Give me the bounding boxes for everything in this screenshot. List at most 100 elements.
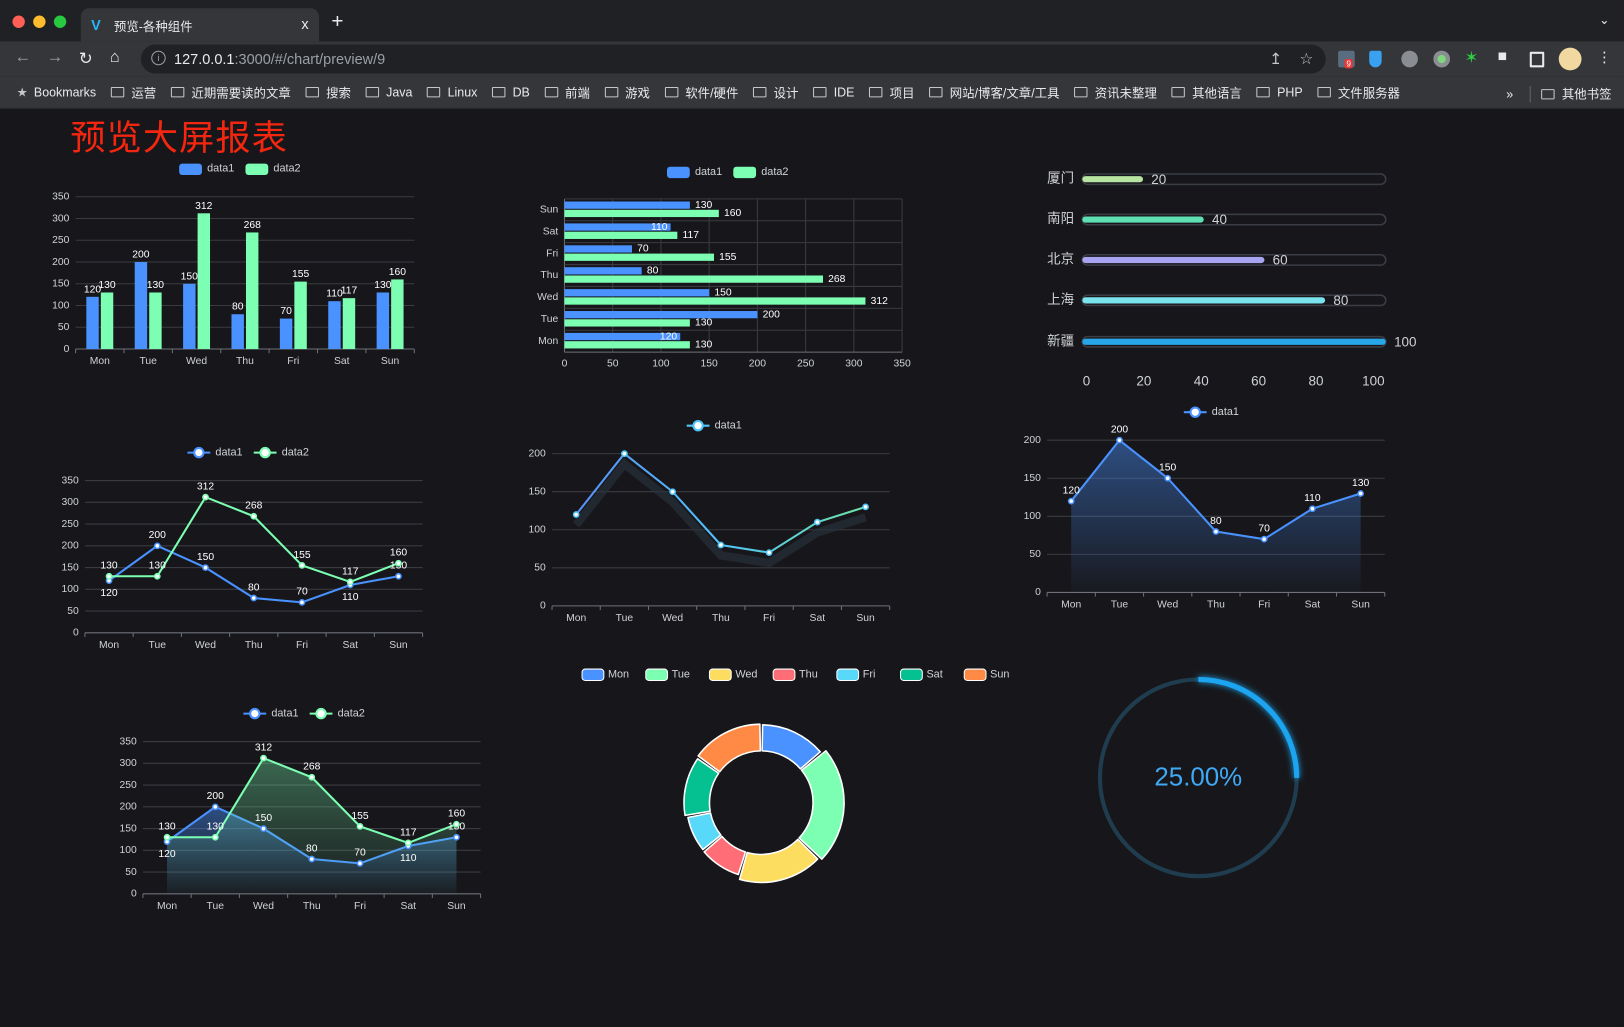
bookmark-folder[interactable]: 网站/博客/文章/工具	[929, 83, 1060, 101]
pie-slice-Tue[interactable]	[798, 750, 845, 860]
bar-data2[interactable]	[564, 297, 866, 305]
other-bookmarks[interactable]: 其他书签	[1561, 86, 1612, 102]
site-info-icon[interactable]: i	[151, 50, 166, 66]
data-point[interactable]	[250, 594, 258, 602]
legend-item-data1[interactable]: data1	[179, 163, 234, 176]
data-point[interactable]	[813, 518, 821, 526]
puzzle-extensions-icon[interactable]: ■	[1497, 47, 1508, 66]
bookmark-folder[interactable]: IDE	[812, 83, 854, 101]
bookmark-folder[interactable]: 其他语言	[1171, 83, 1242, 101]
bookmark-folder[interactable]: 文件服务器	[1317, 83, 1400, 101]
address-bar[interactable]: i 127.0.0.1:3000/#/chart/preview/9 ↥ ☆	[140, 44, 1326, 74]
star-extension-icon[interactable]: ✶	[1464, 49, 1479, 68]
legend-item-Sun[interactable]: Sun	[963, 668, 1009, 681]
legend-item-Thu[interactable]: Thu	[772, 668, 818, 681]
bookmark-folder[interactable]: 近期需要读的文章	[170, 83, 291, 101]
bar-data1[interactable]	[564, 201, 690, 209]
bar-data2[interactable]	[564, 253, 714, 261]
legend-item-data1[interactable]: data1	[1183, 406, 1239, 418]
bar-data2[interactable]	[294, 281, 307, 350]
data-point[interactable]	[211, 803, 219, 811]
bar-data2[interactable]	[245, 232, 259, 350]
bookmark-folder[interactable]: 项目	[868, 83, 915, 101]
data-point[interactable]	[395, 572, 402, 580]
bar-data1[interactable]	[86, 296, 99, 350]
legend-item-data2[interactable]: data2	[309, 707, 365, 719]
bookmark-folder[interactable]: 软件/硬件	[664, 83, 738, 101]
diamond-extension-icon[interactable]	[1369, 50, 1382, 68]
bookmark-folder[interactable]: PHP	[1256, 83, 1303, 101]
legend-item-data2[interactable]: data2	[733, 166, 788, 179]
data-point[interactable]	[1164, 474, 1172, 482]
bookmark-folder[interactable]: Java	[365, 83, 412, 101]
data-point[interactable]	[356, 860, 364, 867]
bookmark-folder[interactable]: 游戏	[604, 83, 650, 101]
bookmark-folder[interactable]: 设计	[752, 83, 798, 101]
data-point[interactable]	[308, 773, 316, 781]
data-point[interactable]	[308, 855, 316, 863]
minimize-window-button[interactable]	[33, 15, 46, 28]
bar-data1[interactable]	[183, 283, 196, 350]
bar-data2[interactable]	[391, 279, 404, 350]
bar-data1[interactable]	[328, 301, 341, 350]
tab-search-chevron-icon[interactable]: ⌄	[1599, 12, 1610, 27]
pie-slice-Sun[interactable]	[697, 723, 762, 773]
bookmark-folder[interactable]: 前端	[544, 83, 590, 101]
maximize-window-button[interactable]	[53, 15, 67, 28]
bar-data1[interactable]	[564, 332, 681, 341]
data-point[interactable]	[153, 572, 161, 580]
data-point[interactable]	[298, 599, 306, 606]
pie-slice-Thu[interactable]	[703, 835, 747, 876]
data-point[interactable]	[621, 450, 628, 458]
data-point[interactable]	[1260, 535, 1268, 543]
bar-data1[interactable]	[564, 245, 632, 253]
data-point[interactable]	[1357, 490, 1364, 497]
data-point[interactable]	[765, 549, 773, 556]
data-point[interactable]	[404, 839, 412, 847]
bookmark-star-icon[interactable]: ☆	[1299, 50, 1314, 69]
reload-icon[interactable]: ↻	[78, 50, 93, 69]
data-point[interactable]	[1309, 505, 1316, 513]
pie-slice-Mon[interactable]	[761, 724, 822, 770]
legend-item-data1[interactable]: data1	[666, 166, 722, 179]
legend-item-data1[interactable]: data1	[187, 446, 243, 458]
bar-data2[interactable]	[342, 298, 356, 350]
back-icon[interactable]: ←	[14, 48, 32, 67]
legend-item-Mon[interactable]: Mon	[581, 668, 629, 681]
url-text[interactable]: 127.0.0.1:3000/#/chart/preview/9	[174, 51, 385, 68]
home-icon[interactable]: ⌂	[109, 48, 120, 67]
gray-extension-icon[interactable]	[1401, 50, 1418, 68]
data-point[interactable]	[260, 754, 267, 762]
bar-data1[interactable]	[564, 311, 758, 319]
legend-item-data2[interactable]: data2	[253, 446, 309, 458]
bar-data2[interactable]	[197, 213, 211, 350]
data-point[interactable]	[453, 833, 460, 841]
data-point[interactable]	[862, 503, 869, 511]
data-point[interactable]	[356, 823, 364, 830]
menu-kebab-icon[interactable]: ⋮	[1597, 48, 1612, 66]
bar-data1[interactable]	[376, 292, 390, 350]
data-point[interactable]	[1212, 528, 1220, 535]
forward-icon[interactable]: →	[46, 48, 64, 67]
legend-item-data1[interactable]: data1	[686, 420, 742, 432]
data-point[interactable]	[298, 562, 306, 569]
bar-data2[interactable]	[564, 341, 690, 349]
data-point[interactable]	[669, 488, 676, 496]
legend-item-Wed[interactable]: Wed	[708, 668, 757, 681]
bar-data1[interactable]	[564, 267, 642, 275]
pie-slice-Wed[interactable]	[738, 838, 819, 884]
data-point[interactable]	[1067, 497, 1075, 505]
tab-active[interactable]: V 预览-各种组件 x	[80, 8, 319, 42]
pie-slice-Sat[interactable]	[683, 758, 720, 817]
bar-data1[interactable]	[279, 318, 293, 350]
bar-data2[interactable]	[564, 231, 678, 239]
bookmark-folder[interactable]: Linux	[426, 83, 477, 101]
tab-close-button[interactable]: x	[301, 15, 309, 33]
bar-data1[interactable]	[564, 289, 710, 297]
side-panel-icon[interactable]	[1529, 51, 1545, 68]
data-point[interactable]	[163, 833, 171, 841]
data-point[interactable]	[346, 578, 354, 586]
extension-icon[interactable]: 9	[1338, 50, 1355, 69]
green-dot-extension-icon[interactable]	[1433, 50, 1450, 68]
legend-item-Tue[interactable]: Tue	[645, 668, 690, 681]
